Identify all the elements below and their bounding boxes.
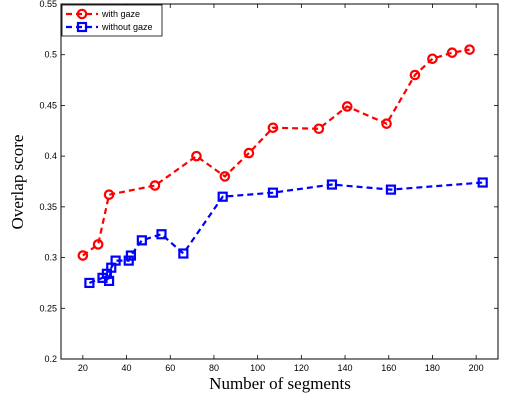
data-point bbox=[446, 47, 458, 58]
legend-entry: without gaze bbox=[66, 21, 153, 33]
data-point bbox=[267, 122, 279, 134]
data-point bbox=[219, 171, 231, 182]
x-axis-title: Number of segments bbox=[209, 374, 351, 393]
data-point bbox=[464, 44, 475, 55]
data-point bbox=[341, 101, 353, 112]
legend-marker bbox=[76, 8, 88, 20]
x-tick-label: 100 bbox=[250, 363, 265, 373]
x-tick-label: 40 bbox=[122, 363, 132, 373]
data-point bbox=[125, 250, 137, 261]
y-tick-label: 0.45 bbox=[39, 100, 57, 110]
data-point bbox=[427, 53, 438, 65]
data-point bbox=[92, 239, 104, 250]
data-point bbox=[381, 118, 392, 129]
data-point bbox=[409, 69, 421, 81]
y-tick-label: 0.4 bbox=[44, 151, 57, 161]
data-point bbox=[178, 248, 189, 259]
y-tick-label: 0.25 bbox=[39, 303, 57, 313]
data-point bbox=[149, 180, 161, 191]
data-point bbox=[313, 123, 325, 135]
x-tick-label: 20 bbox=[78, 363, 88, 373]
legend-entry: with gaze bbox=[66, 8, 140, 20]
data-point bbox=[191, 150, 202, 162]
series-line bbox=[82, 48, 470, 257]
data-point bbox=[136, 235, 147, 246]
y-tick-label: 0.35 bbox=[39, 202, 57, 212]
x-tick-label: 120 bbox=[294, 363, 309, 373]
data-point bbox=[243, 147, 255, 159]
data-point bbox=[156, 229, 167, 240]
y-axis-title: Overlap score bbox=[8, 135, 27, 230]
legend: with gaze without gaze bbox=[61, 4, 163, 37]
legend-marker bbox=[76, 21, 88, 33]
data-point bbox=[217, 191, 228, 202]
data-point bbox=[110, 255, 121, 266]
data-point bbox=[103, 189, 115, 200]
x-axis-ticks: 20 40 60 80 100 120 140 160 180 200 bbox=[78, 4, 484, 373]
series-with-gaze bbox=[77, 44, 475, 261]
y-tick-label: 0.3 bbox=[44, 253, 57, 263]
x-tick-label: 80 bbox=[209, 363, 219, 373]
x-tick-label: 180 bbox=[425, 363, 440, 373]
data-point bbox=[267, 187, 279, 198]
data-point bbox=[326, 179, 338, 190]
data-point bbox=[103, 275, 115, 286]
y-tick-label: 0.5 bbox=[44, 50, 57, 60]
data-point bbox=[77, 250, 89, 261]
data-point bbox=[477, 177, 488, 188]
y-axis-ticks: 0.2 0.25 0.3 0.35 0.4 0.45 0.5 0.55 bbox=[39, 0, 498, 364]
legend-entries: with gaze without gaze bbox=[66, 8, 153, 33]
series-without-gaze bbox=[84, 177, 488, 289]
plot-frame bbox=[60, 3, 499, 360]
legend-label: without gaze bbox=[101, 22, 153, 32]
data-point bbox=[385, 184, 397, 195]
x-tick-label: 160 bbox=[381, 363, 396, 373]
legend-label: with gaze bbox=[101, 9, 140, 19]
y-tick-label: 0.55 bbox=[39, 0, 57, 9]
y-tick-label: 0.2 bbox=[44, 354, 57, 364]
x-tick-label: 60 bbox=[165, 363, 175, 373]
data-point bbox=[84, 277, 95, 289]
series-layer bbox=[77, 44, 488, 289]
x-tick-label: 200 bbox=[469, 363, 484, 373]
x-tick-label: 140 bbox=[338, 363, 353, 373]
